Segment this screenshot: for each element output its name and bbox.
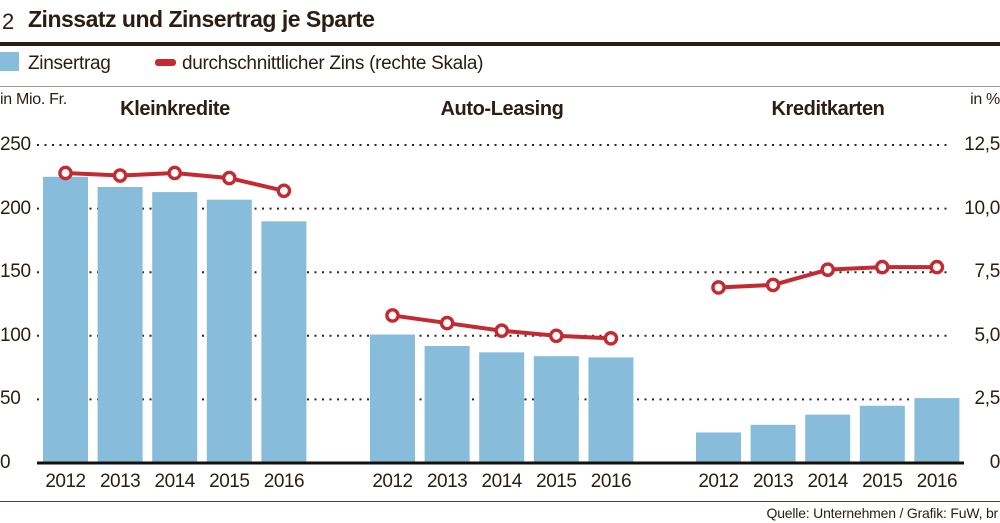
tick-label-left: 150 xyxy=(0,261,31,283)
bar-kreditkarten-2012 xyxy=(696,432,741,463)
tick-label-left: 0 xyxy=(0,452,11,473)
bar-kreditkarten-2014 xyxy=(805,414,851,463)
bar-legend-swatch xyxy=(0,52,19,71)
bar-legend-label: Zinsertrag xyxy=(28,53,111,74)
tick-label-left: 100 xyxy=(0,324,31,346)
bar-kleinkredite-2015 xyxy=(206,199,252,464)
year-label: 2013 xyxy=(99,471,141,492)
tick-label-right: 5,0 xyxy=(974,324,1000,346)
tick-label-right: 12,5 xyxy=(964,134,1000,155)
tick-label-left: 250 xyxy=(0,134,31,155)
line-legend-swatch xyxy=(155,59,176,66)
left-axis-title: in Mio. Fr. xyxy=(0,91,67,108)
bar-kleinkredite-2016 xyxy=(261,221,307,463)
tick-label-right: 7,5 xyxy=(974,261,1000,283)
trend-marker-kreditkarten-2012 xyxy=(711,280,726,295)
year-label: 2012 xyxy=(698,471,739,492)
trend-marker-auto-leasing-2012 xyxy=(385,308,400,323)
trend-marker-kleinkredite-2016 xyxy=(276,183,292,199)
figure-number: 2 xyxy=(2,9,15,34)
bar-kleinkredite-2012 xyxy=(43,176,88,464)
group-title-auto-leasing: Auto-Leasing xyxy=(440,98,564,120)
year-label: 2013 xyxy=(426,471,468,492)
right-axis-title: in % xyxy=(970,91,1000,108)
trend-marker-kreditkarten-2016 xyxy=(929,259,945,275)
year-label: 2016 xyxy=(263,471,305,492)
line-legend-label: durchschnittlicher Zins (rechte Skala) xyxy=(182,53,484,74)
tick-label-right: 10,0 xyxy=(964,197,1000,219)
year-label: 2012 xyxy=(45,471,86,492)
bar-auto-leasing-2013 xyxy=(424,345,470,463)
bar-kleinkredite-2013 xyxy=(97,186,143,463)
year-label: 2016 xyxy=(916,471,958,492)
source-credit: Quelle: Unternehmen / Grafik: FuW, br xyxy=(766,505,999,521)
year-label: 2015 xyxy=(536,471,577,492)
trend-marker-kleinkredite-2012 xyxy=(58,165,73,181)
year-label: 2012 xyxy=(372,471,413,492)
tick-label-left: 50 xyxy=(0,388,21,410)
year-label: 2014 xyxy=(154,471,196,492)
trend-marker-kleinkredite-2013 xyxy=(112,168,128,183)
bar-kreditkarten-2015 xyxy=(859,405,905,463)
bar-kreditkarten-2016 xyxy=(914,398,960,463)
bar-kleinkredite-2014 xyxy=(152,192,198,463)
year-label: 2015 xyxy=(862,471,903,492)
year-label: 2014 xyxy=(481,471,523,492)
bar-auto-leasing-2012 xyxy=(370,334,415,463)
trend-marker-kreditkarten-2014 xyxy=(820,262,836,277)
trend-marker-auto-leasing-2014 xyxy=(494,323,510,339)
year-label: 2013 xyxy=(752,471,794,492)
trend-marker-auto-leasing-2013 xyxy=(439,315,455,331)
year-label: 2016 xyxy=(590,471,632,492)
year-label: 2014 xyxy=(807,471,849,492)
trend-marker-kleinkredite-2015 xyxy=(221,170,237,186)
trend-marker-kreditkarten-2015 xyxy=(875,259,890,275)
bar-auto-leasing-2014 xyxy=(479,352,525,463)
legend-rule xyxy=(0,86,1000,87)
tick-label-right: 0 xyxy=(989,452,1000,473)
tick-label-left: 200 xyxy=(0,197,31,219)
year-label: 2015 xyxy=(209,471,250,492)
trend-marker-auto-leasing-2016 xyxy=(603,331,619,346)
bar-auto-leasing-2016 xyxy=(588,357,634,463)
title-rule xyxy=(0,42,1000,46)
footer-rule xyxy=(0,501,1000,502)
group-title-kleinkredite: Kleinkredite xyxy=(120,98,230,120)
tick-label-right: 2,5 xyxy=(974,388,1000,410)
bar-auto-leasing-2015 xyxy=(533,356,579,463)
trend-marker-kleinkredite-2014 xyxy=(167,165,182,181)
page-title: Zinssatz und Zinsertrag je Sparte xyxy=(28,6,375,32)
bar-kreditkarten-2013 xyxy=(750,424,796,463)
trend-marker-auto-leasing-2015 xyxy=(549,328,564,344)
trend-marker-kreditkarten-2013 xyxy=(765,277,781,293)
group-title-kreditkarten: Kreditkarten xyxy=(771,98,885,120)
